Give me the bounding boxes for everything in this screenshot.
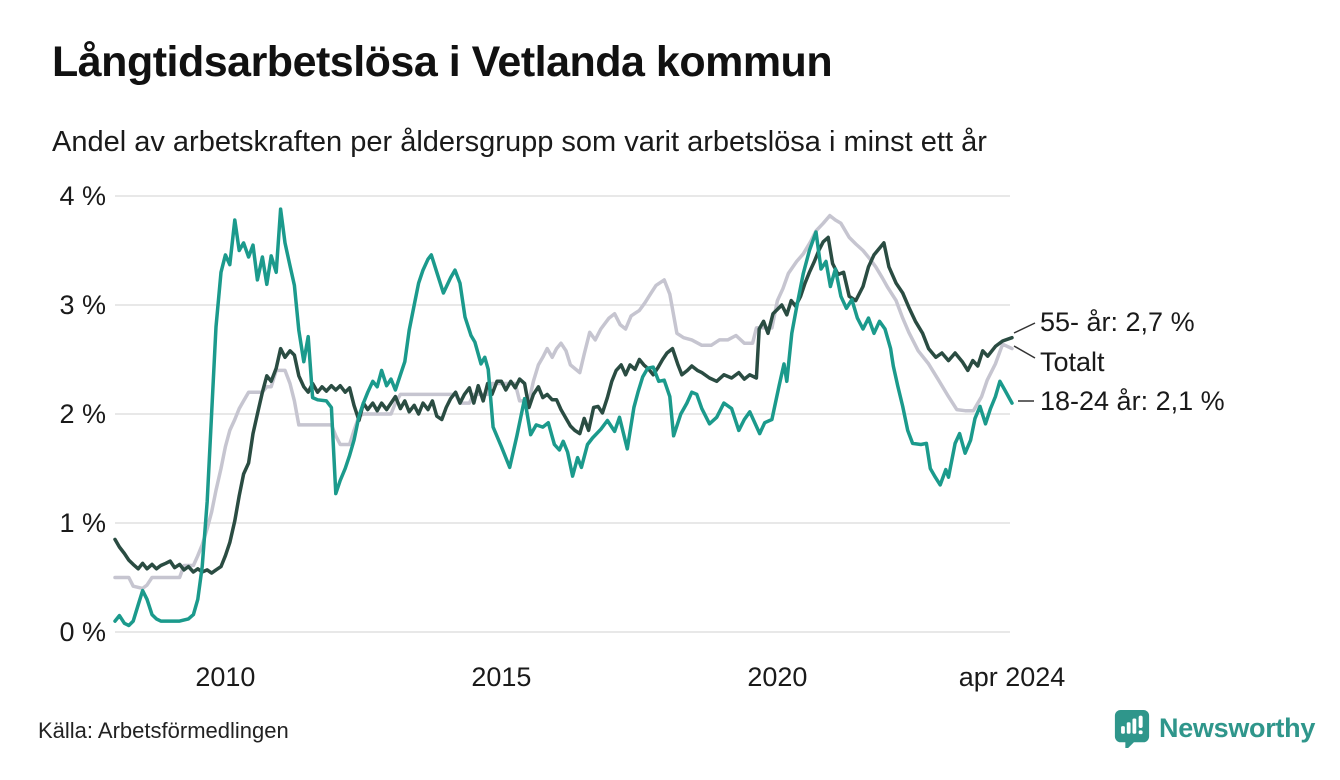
series-end-label-18-24-r: 18-24 år: 2,1 %	[1040, 386, 1225, 416]
x-tick-label: 2010	[195, 662, 255, 692]
newsworthy-logo: Newsworthy	[1113, 708, 1315, 748]
y-tick-label: 0 %	[59, 617, 106, 647]
newsworthy-wordmark: Newsworthy	[1159, 712, 1316, 743]
page-title: Långtidsarbetslösa i Vetlanda kommun	[52, 38, 833, 86]
series-line-55-r	[113, 235, 1014, 575]
series-line-totalt	[113, 213, 1014, 591]
leader-line-totalt	[1013, 345, 1036, 359]
series-end-label-totalt: Totalt	[1040, 347, 1105, 377]
series-line-18-24-r	[113, 207, 1014, 628]
x-tick-label: 2020	[747, 662, 807, 692]
y-tick-label: 4 %	[59, 181, 106, 211]
newsworthy-bubble-chart-icon	[1114, 709, 1150, 748]
y-tick-label: 3 %	[59, 290, 106, 320]
series-end-label-55-r: 55- år: 2,7 %	[1040, 307, 1195, 337]
chart-subtitle: Andel av arbetskraften per åldersgrupp s…	[52, 126, 987, 158]
y-tick-label: 1 %	[59, 508, 106, 538]
source-note: Källa: Arbetsförmedlingen	[38, 718, 289, 743]
x-tick-label: apr 2024	[959, 662, 1066, 692]
y-tick-label: 2 %	[59, 399, 106, 429]
x-tick-label: 2015	[471, 662, 531, 692]
leader-line-55-r	[1013, 322, 1036, 334]
